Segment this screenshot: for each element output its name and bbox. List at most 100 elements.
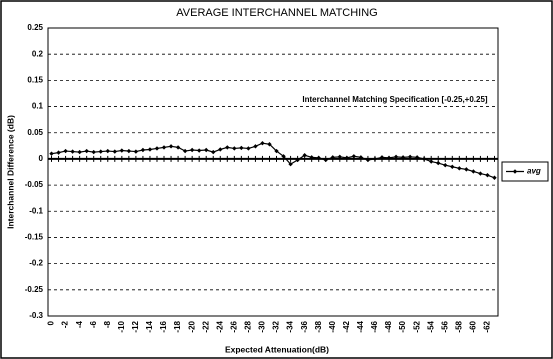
x-tick-label: -46 [370, 320, 379, 332]
x-tick-label: -20 [187, 320, 196, 332]
y-tick-label: -0.05 [25, 180, 44, 189]
series-line [51, 142, 495, 179]
data-point [168, 144, 174, 149]
data-point [133, 149, 139, 154]
x-tick-label: -34 [286, 320, 295, 332]
y-tick-label: 0.1 [32, 102, 44, 111]
data-point [358, 155, 364, 160]
data-point [189, 147, 195, 153]
data-point [147, 147, 153, 152]
y-tick-label: -0.3 [29, 311, 43, 320]
y-tick-label: -0.2 [29, 259, 43, 268]
data-point [400, 155, 406, 160]
x-tick-label: -54 [426, 320, 435, 332]
data-point [429, 159, 434, 164]
data-point [436, 160, 441, 166]
data-point [485, 172, 490, 178]
data-point [309, 155, 314, 160]
y-tick-label: -0.25 [25, 285, 44, 294]
x-tick-label: -62 [483, 320, 492, 332]
data-point [246, 146, 251, 151]
data-point [393, 154, 399, 160]
legend-box [501, 161, 549, 182]
x-tick-label: -44 [356, 320, 365, 332]
data-point [112, 149, 117, 154]
data-point [225, 145, 230, 150]
legend-label: avg [527, 167, 541, 176]
data-point [316, 155, 321, 161]
data-point [351, 154, 357, 159]
data-point [414, 155, 420, 160]
x-tick-label: -18 [173, 320, 182, 332]
data-point [323, 157, 328, 163]
data-point [140, 147, 146, 153]
data-point [56, 150, 61, 155]
x-tick-label: -42 [342, 320, 351, 332]
x-tick-label: -52 [412, 320, 421, 332]
data-point [295, 157, 300, 163]
x-tick-label: -8 [103, 320, 112, 328]
chart-title: AVERAGE INTERCHANNEL MATCHING [176, 7, 378, 19]
data-point [77, 149, 82, 155]
data-point [218, 147, 223, 152]
x-tick-label: -6 [89, 320, 98, 328]
y-axis-title: Interchannel Difference (dB) [5, 115, 15, 229]
data-point [421, 156, 427, 162]
x-tick-label: -14 [145, 320, 154, 332]
data-point [478, 171, 483, 176]
data-point [211, 149, 216, 155]
data-point [274, 148, 279, 154]
legend-marker [512, 169, 518, 174]
data-point [288, 161, 293, 167]
data-point [154, 146, 160, 151]
y-tick-label: -0.1 [29, 206, 43, 215]
data-point [63, 148, 68, 154]
x-axis-title: Expected Attenuation(dB) [225, 344, 329, 354]
x-tick-label: -58 [454, 320, 463, 332]
data-point [407, 154, 413, 160]
data-point [175, 145, 181, 150]
data-point [492, 175, 497, 180]
data-point [204, 147, 209, 153]
x-tick-label: -26 [229, 320, 238, 332]
x-tick-label: -10 [117, 320, 126, 332]
data-point [91, 149, 96, 155]
data-point [253, 144, 258, 149]
data-point [49, 151, 54, 156]
data-point [471, 169, 476, 174]
data-point [372, 156, 378, 162]
x-tick-label: 0 [47, 320, 56, 325]
data-point [232, 146, 237, 151]
y-tick-label: 0.05 [27, 128, 43, 137]
data-point [337, 154, 342, 160]
x-tick-label: -32 [272, 320, 281, 332]
data-point [330, 155, 335, 160]
x-tick-label: -60 [469, 320, 478, 332]
data-point [196, 148, 202, 153]
data-point [161, 145, 167, 150]
y-tick-label: -0.15 [25, 233, 44, 242]
data-point [386, 155, 392, 161]
x-tick-label: -38 [314, 320, 323, 332]
x-tick-label: -2 [61, 320, 70, 328]
y-tick-label: 0 [39, 154, 44, 163]
annotation: Interchannel Matching Specification [-0.… [302, 95, 487, 104]
x-tick-label: -12 [131, 320, 140, 332]
data-point [119, 148, 125, 153]
data-point [379, 155, 385, 160]
y-tick-label: 0.25 [27, 23, 43, 32]
x-tick-label: -48 [384, 320, 393, 332]
data-point [464, 167, 469, 172]
x-tick-label: -16 [159, 320, 168, 332]
data-point [443, 162, 448, 168]
data-point [457, 166, 462, 171]
data-point [182, 148, 188, 154]
x-tick-label: -30 [258, 320, 267, 332]
data-point [260, 141, 265, 146]
x-tick-label: -22 [201, 320, 210, 332]
x-tick-label: -50 [398, 320, 407, 332]
data-point [126, 148, 132, 154]
data-point [302, 153, 307, 158]
